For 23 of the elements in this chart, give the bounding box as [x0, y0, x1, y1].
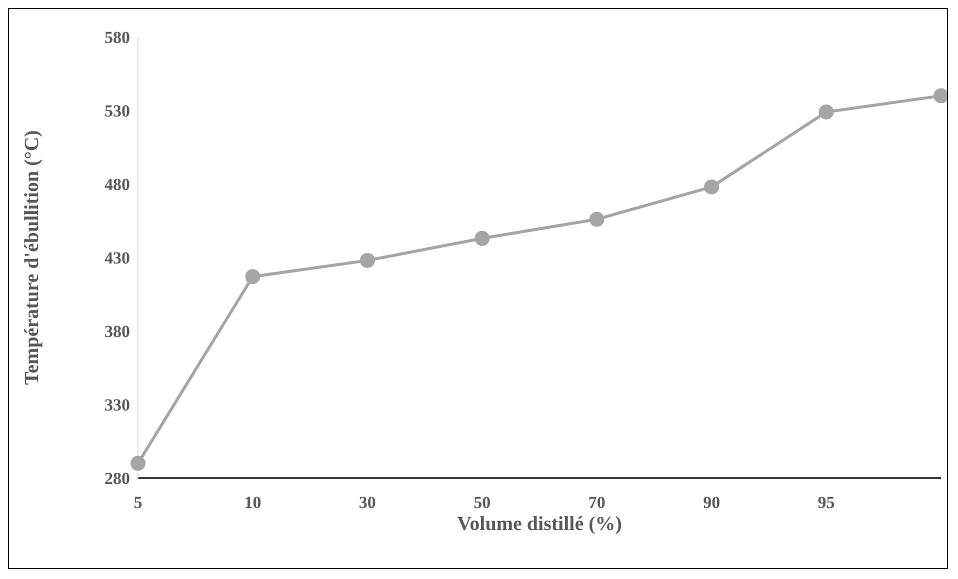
point [474, 230, 490, 246]
x-tick-label: 70 [588, 493, 606, 512]
x-tick-label: 90 [703, 493, 720, 512]
x-tick-label: 50 [474, 493, 491, 512]
point [130, 456, 146, 471]
point [818, 104, 834, 120]
point [360, 252, 375, 268]
y-tick-label: 430 [104, 248, 130, 268]
x-tick-label: 30 [358, 493, 376, 512]
y-tick-label: 480 [104, 175, 130, 194]
y-tick-label: 330 [104, 396, 130, 415]
x-tick-label: 10 [244, 493, 262, 512]
y-tick-label: 280 [104, 469, 130, 488]
x-tick-label: 95 [818, 493, 835, 512]
x-tick-label: 5 [134, 493, 142, 512]
y-tick-label: 580 [104, 28, 130, 48]
y-axis-title: Température d'ébullition (°C) [21, 130, 44, 385]
point [704, 179, 720, 194]
y-tick-label: 380 [104, 322, 130, 342]
point [589, 212, 604, 227]
x-axis-title: Volume distillé (%) [457, 513, 622, 535]
point [245, 269, 260, 284]
y-tick-label: 530 [104, 102, 130, 121]
